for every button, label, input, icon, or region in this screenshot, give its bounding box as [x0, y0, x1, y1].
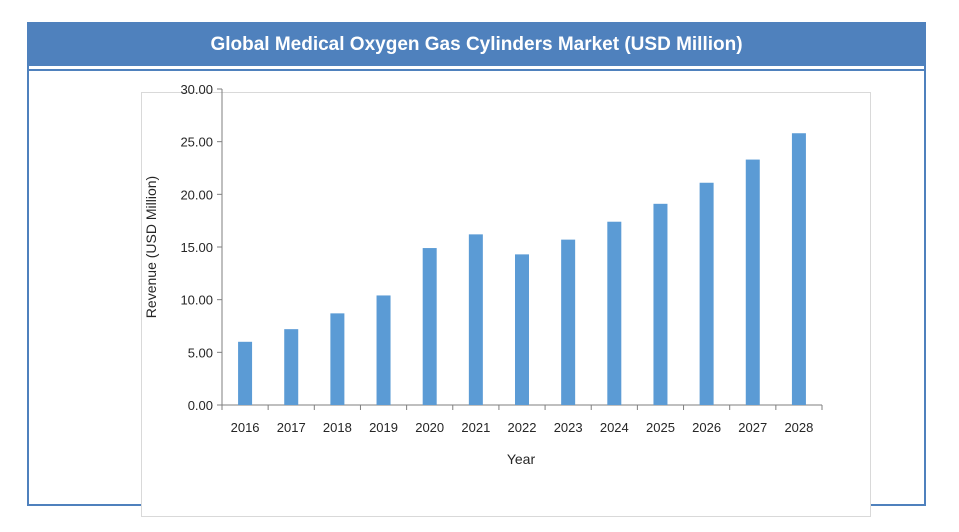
bar-2019 — [376, 295, 391, 405]
y-tick-label: 25.00 — [180, 135, 213, 150]
bar-2022 — [515, 254, 529, 405]
x-tick-label: 2018 — [323, 420, 352, 435]
x-tick-label: 2026 — [692, 420, 721, 435]
x-tick-label: 2017 — [277, 420, 306, 435]
bar-2023 — [561, 239, 576, 405]
bar-2025 — [653, 203, 668, 405]
bar-2027 — [745, 159, 760, 405]
bar-2020 — [422, 248, 437, 405]
y-tick-label: 15.00 — [180, 240, 213, 255]
y-axis: 0.00 5.00 10.00 15.00 20.00 25.00 30.00 — [180, 82, 223, 413]
x-tick-label: 2022 — [508, 420, 537, 435]
y-axis-title: Revenue (USD Million) — [143, 176, 159, 318]
y-tick-label: 30.00 — [180, 82, 213, 97]
bar-2026 — [699, 182, 714, 405]
y-tick-label: 5.00 — [188, 345, 213, 360]
y-tick-label: 0.00 — [188, 398, 213, 413]
x-tick-label: 2027 — [738, 420, 767, 435]
bar-2021 — [468, 234, 483, 405]
bar-2024 — [607, 221, 622, 405]
chart-frame: Global Medical Oxygen Gas Cylinders Mark… — [27, 22, 926, 517]
x-tick-label: 2021 — [461, 420, 490, 435]
x-tick-label: 2019 — [369, 420, 398, 435]
y-tick-label: 10.00 — [180, 293, 213, 308]
y-tick-label: 20.00 — [180, 187, 213, 202]
x-tick-label: 2020 — [415, 420, 444, 435]
chart-title: Global Medical Oxygen Gas Cylinders Mark… — [29, 24, 924, 69]
bar-2016 — [238, 341, 253, 405]
x-tick-label: 2025 — [646, 420, 675, 435]
bar-2018 — [330, 313, 345, 405]
x-tick-label: 2028 — [784, 420, 813, 435]
x-tick-label: 2024 — [600, 420, 629, 435]
x-axis-title: Year — [507, 451, 536, 467]
bars — [238, 133, 806, 406]
bar-2028 — [791, 133, 806, 406]
bar-2017 — [284, 329, 299, 405]
x-tick-label: 2023 — [554, 420, 583, 435]
x-tick-label: 2016 — [231, 420, 260, 435]
x-axis: 2016 2017 2018 2019 2020 2021 2022 2023 2024 2025… — [221, 404, 823, 435]
